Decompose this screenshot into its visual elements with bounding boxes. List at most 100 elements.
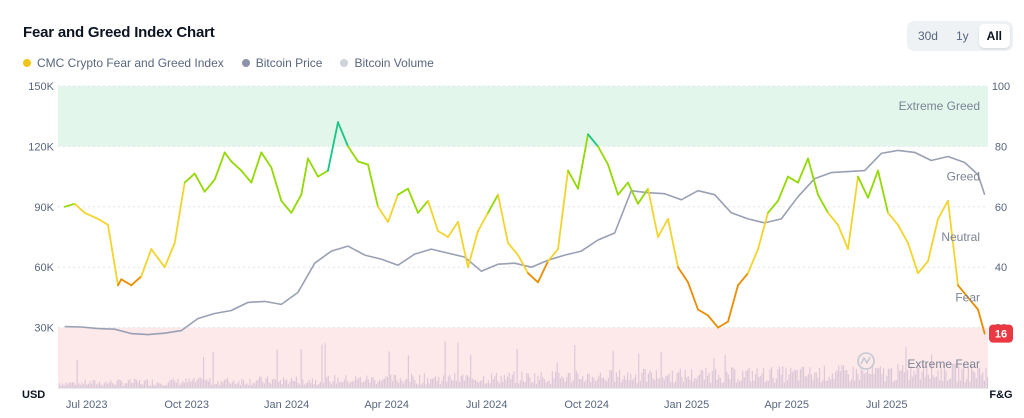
volume-bar	[943, 363, 945, 388]
volume-bar	[433, 377, 435, 388]
volume-bar	[348, 383, 350, 388]
volume-bar	[721, 382, 723, 388]
legend-item-bitcoin-volume[interactable]: Bitcoin Volume	[340, 56, 434, 70]
volume-bar	[886, 375, 888, 388]
volume-bar	[867, 369, 869, 388]
volume-bar	[622, 379, 624, 388]
volume-bar	[487, 380, 489, 388]
legend-item-bitcoin-price[interactable]: Bitcoin Price	[241, 56, 322, 70]
volume-bar	[719, 377, 721, 388]
fear-greed-segment	[937, 199, 949, 220]
volume-bar	[430, 379, 432, 388]
volume-bar	[86, 384, 88, 388]
volume-bar	[398, 382, 400, 388]
x-tick-label: Apr 2025	[764, 399, 809, 411]
volume-bar	[875, 368, 877, 388]
volume-bar	[131, 383, 133, 388]
fear-greed-segment	[317, 169, 329, 178]
volume-bar	[171, 380, 173, 388]
volume-bar	[604, 380, 606, 388]
range-1y-button[interactable]: 1y	[948, 24, 977, 48]
volume-bar	[479, 380, 481, 388]
volume-bar	[452, 380, 454, 388]
volume-bar	[969, 381, 971, 388]
volume-bar	[451, 379, 453, 388]
volume-bar	[740, 380, 742, 388]
fear-greed-segment	[627, 181, 639, 205]
volume-bar	[902, 365, 904, 388]
volume-bar	[342, 382, 344, 388]
range-30d-button[interactable]: 30d	[910, 24, 946, 48]
volume-bar	[387, 377, 389, 388]
fear-greed-segment	[437, 230, 449, 238]
volume-bar	[311, 378, 313, 388]
legend-label-bitcoin-volume: Bitcoin Volume	[354, 56, 434, 70]
volume-bar	[663, 379, 665, 388]
volume-bar	[787, 380, 789, 388]
volume-bar	[119, 380, 121, 388]
volume-bar	[611, 370, 613, 388]
volume-bar	[772, 378, 774, 388]
fear-greed-segment	[290, 193, 303, 214]
volume-bar	[868, 373, 870, 388]
volume-bar	[529, 377, 531, 388]
fear-greed-segment	[230, 160, 243, 172]
volume-bar	[215, 384, 217, 388]
volume-bar	[612, 350, 614, 388]
volume-bar	[934, 377, 936, 388]
volume-bar	[385, 376, 387, 388]
volume-bar	[177, 378, 179, 388]
volume-bar	[172, 378, 174, 388]
fear-greed-segment	[847, 175, 859, 251]
volume-bar	[628, 380, 630, 388]
volume-bar	[511, 374, 513, 388]
fear-greed-segment	[717, 320, 729, 329]
volume-bar	[742, 370, 744, 388]
volume-bar	[803, 366, 805, 388]
volume-bar	[607, 377, 609, 388]
volume-bar	[953, 362, 955, 388]
fear-greed-segment	[427, 199, 439, 232]
fear-greed-segment	[487, 193, 499, 214]
volume-bar	[587, 373, 589, 388]
volume-bar	[817, 378, 819, 388]
volume-bar	[783, 382, 785, 388]
volume-bar	[289, 381, 291, 388]
legend-item-fear-greed[interactable]: CMC Crypto Fear and Greed Index	[23, 56, 224, 70]
volume-bar	[126, 383, 128, 388]
volume-bar	[134, 378, 136, 388]
volume-bar	[454, 373, 456, 388]
volume-bar	[841, 365, 843, 388]
fear-greed-segment	[83, 211, 99, 220]
volume-bar	[532, 382, 534, 388]
volume-bar	[473, 379, 475, 388]
volume-bar	[913, 370, 915, 388]
volume-bar	[295, 376, 297, 388]
volume-bar	[436, 380, 438, 388]
fear-greed-segment	[213, 151, 226, 181]
volume-bar	[950, 378, 952, 388]
volume-bar	[273, 378, 275, 388]
volume-bar	[139, 380, 141, 388]
volume-bar	[299, 384, 301, 388]
volume-bar	[955, 364, 957, 388]
volume-bar	[521, 372, 523, 388]
volume-bar	[137, 382, 139, 388]
volume-bar	[169, 379, 171, 388]
volume-bar	[148, 385, 150, 388]
volume-bar	[428, 383, 430, 388]
volume-bar	[670, 382, 672, 388]
volume-bar	[731, 367, 733, 388]
volume-bar	[420, 384, 422, 388]
volume-bar	[161, 384, 163, 388]
volume-bar	[939, 380, 941, 388]
volume-bar	[427, 378, 429, 388]
fear-greed-segment	[117, 278, 123, 287]
volume-bar	[729, 379, 731, 388]
volume-bar	[859, 380, 861, 388]
volume-bar	[790, 367, 792, 388]
fear-greed-segment	[927, 217, 939, 263]
volume-bar	[739, 381, 741, 388]
volume-bar	[515, 382, 517, 388]
range-all-button[interactable]: All	[978, 24, 1010, 48]
